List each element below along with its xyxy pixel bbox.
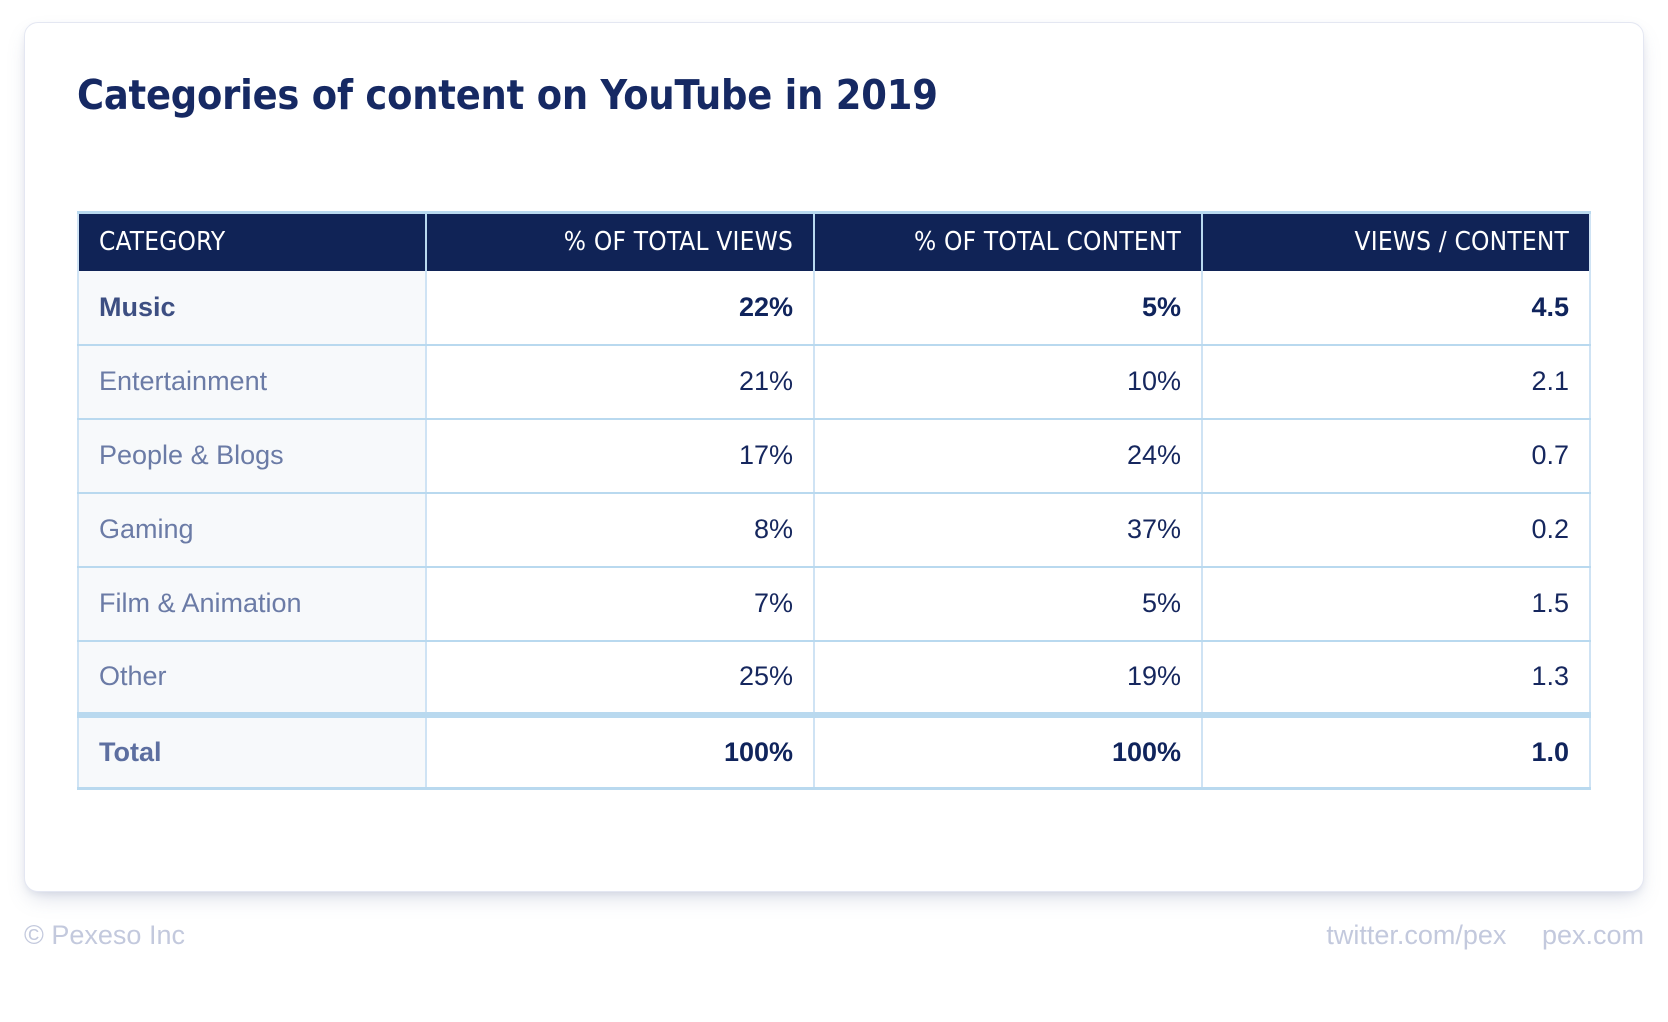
cell-views-per-content: 0.2 (1202, 492, 1590, 568)
table-row-total: Total 100% 100% 1.0 (78, 711, 1590, 790)
cell-content-pct: 37% (814, 492, 1203, 568)
table-header-row: CATEGORY % OF TOTAL VIEWS % OF TOTAL CON… (78, 212, 1590, 271)
table-row: People & Blogs 17% 24% 0.7 (78, 418, 1590, 494)
twitter-link[interactable]: twitter.com/pex (1326, 920, 1507, 950)
cell-category: Other (78, 640, 427, 716)
cell-total-views-pct: 100% (426, 711, 815, 790)
table-row: Gaming 8% 37% 0.2 (78, 492, 1590, 568)
column-header-views-pct[interactable]: % OF TOTAL VIEWS (426, 212, 815, 271)
content-card: Categories of content on YouTube in 2019… (24, 22, 1644, 892)
cell-total-label: Total (78, 711, 427, 790)
cell-content-pct: 10% (814, 344, 1203, 420)
table-row: Music 22% 5% 4.5 (78, 270, 1590, 346)
table-row: Other 25% 19% 1.3 (78, 640, 1590, 716)
categories-table: CATEGORY % OF TOTAL VIEWS % OF TOTAL CON… (77, 211, 1591, 790)
cell-total-views-per-content: 1.0 (1202, 711, 1590, 790)
table-body: Music 22% 5% 4.5 Entertainment 21% 10% 2… (78, 270, 1590, 790)
cell-category: Music (78, 270, 427, 346)
column-header-views-per-content[interactable]: VIEWS / CONTENT (1202, 212, 1590, 271)
cell-views-per-content: 1.3 (1202, 640, 1590, 716)
cell-views-pct: 17% (426, 418, 815, 494)
cell-content-pct: 5% (814, 566, 1203, 642)
page-title: Categories of content on YouTube in 2019 (77, 71, 938, 119)
cell-total-content-pct: 100% (814, 711, 1203, 790)
cell-category: Gaming (78, 492, 427, 568)
copyright-text: © Pexeso Inc (24, 920, 185, 950)
cell-category: People & Blogs (78, 418, 427, 494)
cell-views-per-content: 1.5 (1202, 566, 1590, 642)
column-header-content-pct[interactable]: % OF TOTAL CONTENT (814, 212, 1203, 271)
slide-footer: © Pexeso Inc twitter.com/pex pex.com (0, 920, 1668, 980)
cell-views-pct: 25% (426, 640, 815, 716)
cell-views-per-content: 2.1 (1202, 344, 1590, 420)
cell-views-pct: 8% (426, 492, 815, 568)
table-row: Film & Animation 7% 5% 1.5 (78, 566, 1590, 642)
cell-category: Entertainment (78, 344, 427, 420)
footer-links: twitter.com/pex pex.com (1298, 920, 1644, 951)
website-link[interactable]: pex.com (1541, 920, 1644, 950)
cell-views-pct: 22% (426, 270, 815, 346)
column-header-category[interactable]: CATEGORY (78, 212, 427, 271)
cell-views-pct: 21% (426, 344, 815, 420)
table-row: Entertainment 21% 10% 2.1 (78, 344, 1590, 420)
cell-views-per-content: 0.7 (1202, 418, 1590, 494)
cell-views-pct: 7% (426, 566, 815, 642)
cell-category: Film & Animation (78, 566, 427, 642)
cell-content-pct: 19% (814, 640, 1203, 716)
cell-content-pct: 5% (814, 270, 1203, 346)
cell-content-pct: 24% (814, 418, 1203, 494)
table-header: CATEGORY % OF TOTAL VIEWS % OF TOTAL CON… (78, 212, 1590, 271)
cell-views-per-content: 4.5 (1202, 270, 1590, 346)
table-container: CATEGORY % OF TOTAL VIEWS % OF TOTAL CON… (77, 211, 1591, 790)
